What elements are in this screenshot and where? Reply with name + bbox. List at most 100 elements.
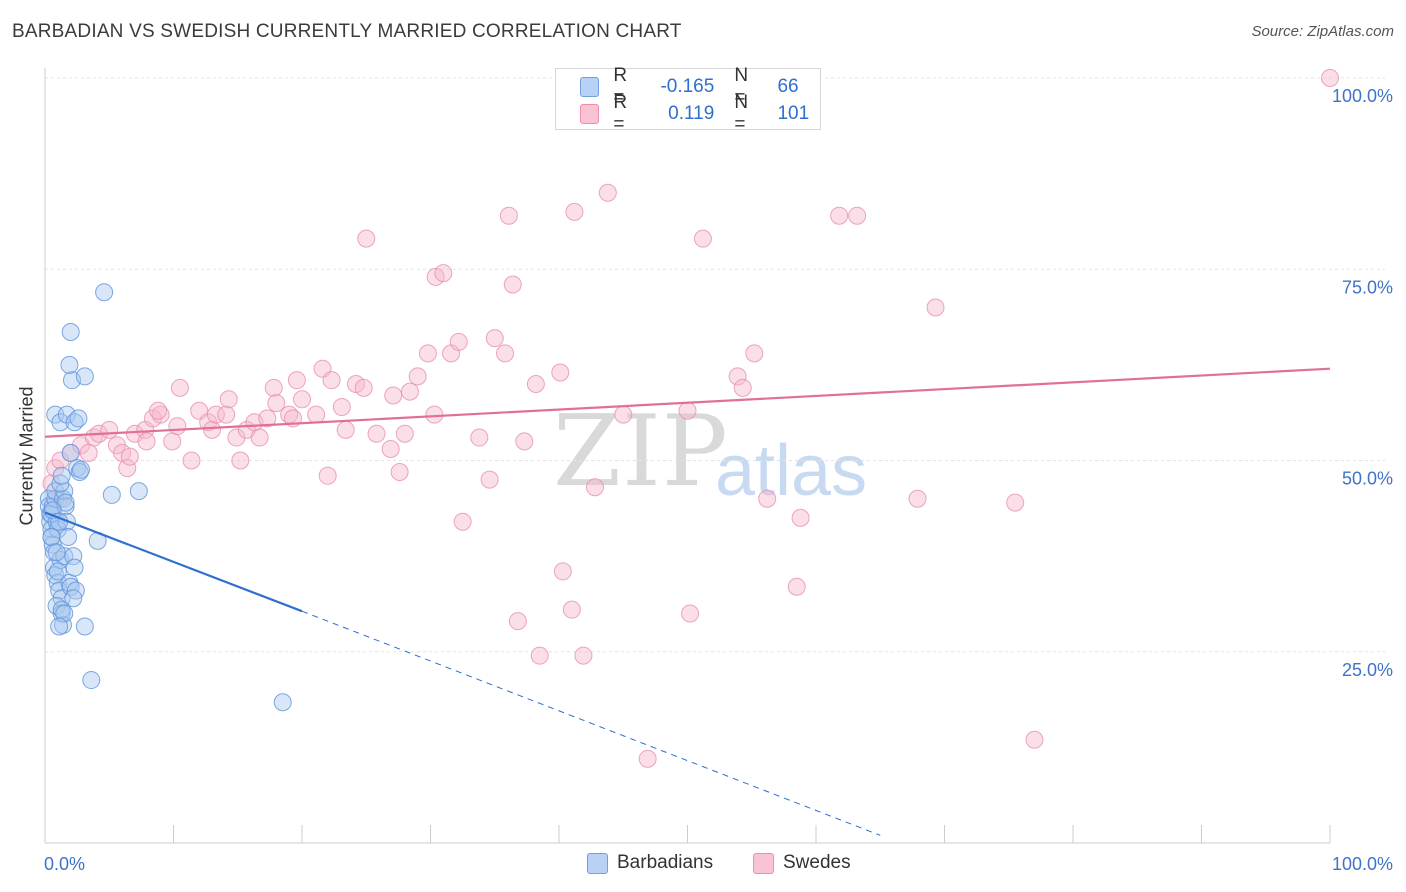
swedes-point — [357, 229, 376, 248]
swedes-point — [503, 275, 522, 294]
barbadians-point — [60, 355, 79, 374]
swedes-point — [367, 424, 386, 443]
axes — [44, 68, 1331, 844]
swedes-point — [219, 390, 238, 409]
swedes-point — [848, 206, 867, 225]
barbadians-point — [47, 543, 66, 562]
barbadians-point — [95, 283, 114, 302]
watermark-zip: ZIP — [553, 395, 729, 509]
swedes-point — [908, 489, 927, 508]
barbadians-point — [273, 693, 292, 712]
swedes-point — [693, 229, 712, 248]
legend-row-barbadians: R = -0.165 N = 66 — [580, 65, 820, 108]
swedes-point — [264, 378, 283, 397]
swedes-swatch — [580, 104, 600, 124]
grid-lines — [45, 77, 1385, 653]
barbadians-point — [52, 466, 71, 485]
swedes-point — [638, 749, 657, 768]
swedes-point — [453, 512, 472, 531]
barbadians-point — [75, 367, 94, 386]
swedes-point — [137, 432, 156, 451]
barbadians-point — [51, 474, 70, 493]
swedes-n-value: 101 — [777, 103, 810, 124]
correlation-legend: R = -0.165 N = 66 R = 0.119 N = 101 — [555, 65, 821, 135]
swedes-point — [1321, 69, 1339, 87]
x-tick-label-max: 100.0% — [1332, 854, 1393, 874]
barbadians-point — [61, 443, 80, 462]
series-legend: Barbadians Swedes — [0, 852, 1406, 878]
swedes-point — [100, 420, 119, 439]
barbadians-trend-extension — [301, 610, 881, 836]
barbadians-point — [65, 558, 84, 577]
swedes-point — [79, 443, 98, 462]
swedes-point — [562, 600, 581, 619]
swedes-point — [480, 470, 499, 489]
legend-row-swedes: R = 0.119 N = 101 — [580, 92, 820, 135]
chart-title: BARBADIAN VS SWEDISH CURRENTLY MARRIED C… — [12, 21, 682, 42]
swedes-point — [553, 562, 572, 581]
swedes-point — [470, 428, 489, 447]
swedes-point — [118, 459, 137, 478]
swedes-point — [530, 646, 549, 665]
barbadians-point — [75, 617, 94, 636]
swedes-point — [926, 298, 945, 317]
swedes-point — [733, 378, 752, 397]
swedes-point — [293, 390, 311, 409]
swedes-point — [499, 206, 518, 225]
legend-item-barbadians[interactable]: Barbadians — [587, 852, 713, 874]
barbadians-point — [50, 617, 69, 636]
swedes-legend-label: Swedes — [783, 852, 851, 873]
swedes-point — [496, 344, 515, 363]
barbadians-point — [102, 485, 121, 504]
swedes-point — [745, 344, 764, 363]
y-tick-label-25: 25.0% — [1342, 660, 1393, 680]
swedes-point — [434, 264, 453, 283]
swedes-r-value: 0.119 — [668, 103, 715, 124]
tick-labels: 25.0% 50.0% 75.0% 100.0% 0.0% 100.0% — [44, 86, 1393, 874]
barbadians-point — [129, 482, 148, 501]
n-label: N = — [734, 65, 749, 108]
series-swedes — [42, 69, 1339, 768]
swedes-point — [787, 577, 806, 596]
swedes-point — [565, 202, 584, 221]
swedes-point — [598, 183, 617, 202]
barbadians-point — [42, 528, 61, 546]
swedes-point — [384, 386, 403, 405]
swedes-point — [120, 447, 139, 466]
swedes-point — [728, 367, 747, 386]
y-tick-label-50: 50.0% — [1342, 469, 1393, 489]
barbadians-point — [61, 322, 80, 341]
n-label: N = — [734, 92, 749, 135]
swedes-point — [170, 378, 189, 397]
barbadians-n-value: 66 — [777, 76, 799, 97]
swedes-point — [217, 405, 236, 424]
y-tick-label-75: 75.0% — [1342, 277, 1393, 297]
swedes-point — [526, 375, 545, 393]
swedes-point — [395, 424, 414, 443]
swedes-point — [574, 646, 593, 665]
r-label: R = — [613, 65, 628, 108]
legend-item-swedes[interactable]: Swedes — [753, 852, 851, 874]
swedes-point — [758, 489, 777, 508]
chart-source: Source: ZipAtlas.com — [1251, 23, 1394, 40]
swedes-trend-line — [44, 367, 1331, 438]
barbadians-point — [59, 528, 78, 546]
series-barbadians — [39, 283, 292, 712]
y-axis-label: Currently Married — [16, 386, 37, 526]
swedes-point — [830, 206, 849, 225]
swedes-point — [250, 428, 269, 447]
swedes-point — [51, 451, 70, 470]
swedes-point — [678, 401, 697, 420]
barbadians-legend-label: Barbadians — [617, 852, 714, 873]
swedes-point — [287, 371, 306, 390]
swedes-point — [515, 432, 534, 451]
swedes-point — [267, 394, 286, 413]
swedes-point — [1025, 730, 1044, 749]
swedes-point — [791, 508, 810, 527]
y-tick-label-100: 100.0% — [1332, 86, 1393, 106]
trend-lines — [44, 367, 1331, 836]
watermark-atlas: atlas — [715, 431, 868, 511]
swedes-point — [168, 417, 187, 436]
swedes-point — [182, 451, 201, 470]
swedes-legend-swatch — [753, 852, 774, 874]
